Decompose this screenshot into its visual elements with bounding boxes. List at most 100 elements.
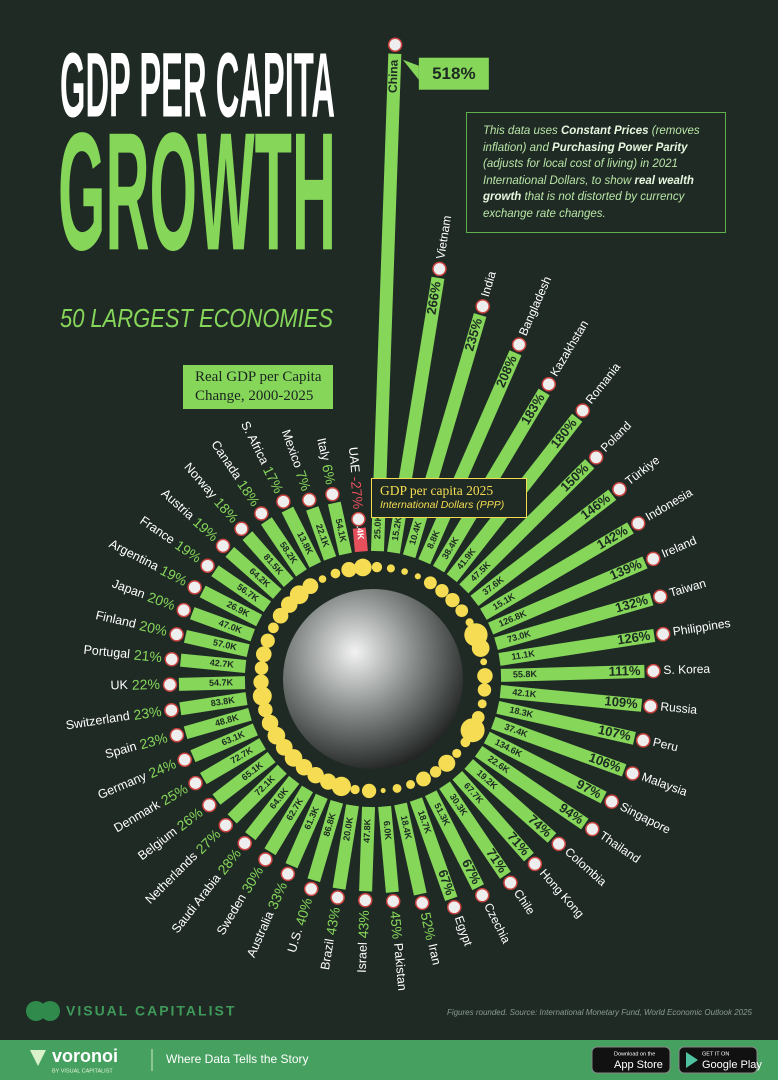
flag [414,895,430,911]
flag [646,663,661,679]
bar [212,751,276,805]
gdp-dot [380,788,386,794]
flag [625,766,640,781]
title: GDP PER CAPITA [60,34,335,136]
callout-box [418,57,489,90]
bar [409,797,458,901]
gdp-dot [445,592,460,608]
gdp-dot [455,604,469,618]
bar [480,522,634,620]
value-label: 6% [319,463,339,486]
google-play-badge[interactable] [678,1046,758,1074]
note-text: that is not distorted by currency exchan… [483,191,685,220]
callout-pointer [402,59,419,80]
country-label: Mexico [279,428,305,470]
value-label: 67% [435,868,458,898]
flag [176,602,191,618]
bar [378,805,399,893]
gdp-dot [255,646,272,662]
gdp-dot [261,714,279,732]
country-label: Hong Kong [537,866,587,920]
value-label: 208% [493,353,520,390]
bar [183,708,252,740]
value-label: 19% [158,562,190,589]
label-group: Israel 43% [353,910,371,973]
flag [330,890,345,905]
gdp-legend: GDP per capita 2025 International Dollar… [371,478,527,518]
gdp-dot [272,607,289,624]
bar [178,676,246,691]
flag [604,794,619,809]
bar [491,716,627,777]
gdp-label: 6.0K [382,820,394,840]
flag [301,492,317,508]
bar [352,527,368,553]
value-label: 43% [355,910,372,939]
flag [258,852,273,867]
note-text: This data uses [483,125,561,137]
country-label: Thailand [597,828,643,866]
gdp-label: 54.7K [209,677,234,688]
bar [483,731,607,804]
value-label: 142% [594,522,631,552]
flag [177,752,192,767]
value-label: -27% [348,476,367,510]
country-label: Belgium [136,825,180,864]
flag [541,376,556,392]
country-label: Colombia [562,845,609,889]
value-label: 17% [260,463,287,495]
value-label: 40% [292,896,315,927]
flag [351,511,366,527]
flag [303,881,319,897]
gdp-label: 42.7K [209,657,234,669]
gdp-dot [480,658,488,666]
label-group: Italy6% [314,436,340,486]
flag [575,403,590,418]
bar [474,745,589,830]
app-store-small: Download on the [614,1051,655,1057]
flag [635,733,651,748]
country-label: Italy [314,437,333,463]
country-label: Indonesia [643,485,695,524]
value-label: 19% [172,537,204,566]
value-label: 30% [238,863,266,895]
app-store-badge[interactable] [591,1046,671,1074]
tagline: Where Data Tells the Story [166,1052,309,1066]
gdp-dot [260,633,275,648]
country-label: Peru [652,735,680,754]
value-label: 23% [138,729,169,752]
bar [370,53,402,552]
value-label: 7% [293,468,315,492]
gdp-label: 25.0K [372,514,383,539]
bar [439,781,511,879]
gdp-dot [477,683,492,697]
value-label: 52% [418,911,440,942]
gdp-dot [354,558,372,577]
flag [387,37,403,52]
country-label: China [386,59,401,93]
flag [218,817,234,833]
gdp-dot [331,776,352,797]
gdp-dot [318,575,327,583]
value-label: 18% [235,477,264,509]
country-label: UK [110,678,128,692]
note-text: (removes inflation) and [483,125,700,154]
country-label: Finland [94,608,137,631]
flag [474,888,490,903]
bar [306,506,337,561]
gdp-dot [307,767,324,784]
flag [202,797,217,813]
gdp-label: 83.8K [210,695,236,709]
gdp-dot [414,573,421,580]
title-highlight: GROWTH [58,97,336,285]
note-bold: Purchasing Power Parity [552,141,688,154]
country-label: Singapore [618,799,673,837]
bar [452,771,534,862]
gdp-dot [477,668,493,684]
bar [281,506,322,568]
bar [499,685,643,712]
value-label: 23% [132,703,162,723]
country-label: Philippines [672,616,732,639]
flag [503,875,518,891]
